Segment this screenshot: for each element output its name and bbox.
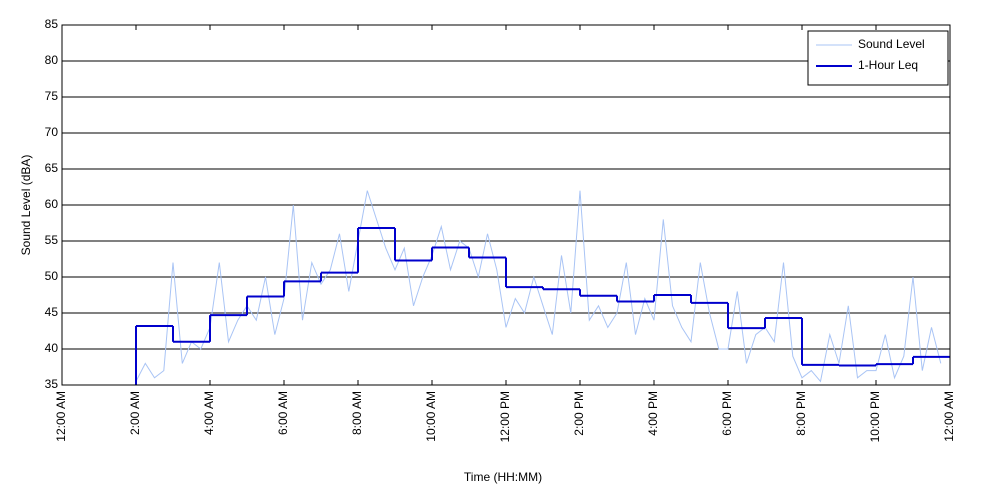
x-axis-label: Time (HH:MM) (464, 470, 542, 484)
y-tick-label: 85 (45, 17, 59, 31)
x-tick-label: 4:00 AM (202, 391, 216, 435)
x-tick-label: 4:00 PM (646, 391, 660, 436)
x-tick-label: 12:00 PM (498, 391, 512, 442)
y-axis-label: Sound Level (dBA) (19, 155, 33, 256)
legend-box (807, 30, 949, 86)
y-tick-label: 80 (45, 53, 59, 67)
y-tick-label: 70 (45, 125, 59, 139)
x-tick-label: 10:00 AM (424, 391, 438, 442)
x-tick-label: 6:00 PM (720, 391, 734, 436)
y-tick-label: 50 (45, 269, 59, 283)
sound-line (135, 190, 942, 383)
y-tick-label: 65 (45, 161, 59, 175)
y-tick-label: 55 (45, 233, 59, 247)
x-tick-label: 12:00 AM (54, 391, 68, 442)
y-tick-label: 40 (45, 341, 59, 355)
x-tick-label: 8:00 PM (794, 391, 808, 436)
x-tick-label: 6:00 AM (276, 391, 290, 435)
legend-label: Sound Level (858, 37, 925, 51)
legend-label: 1-Hour Leq (858, 58, 918, 72)
y-tick-label: 60 (45, 197, 59, 211)
x-tick-label: 12:00 AM (942, 391, 956, 442)
y-tick-label: 35 (45, 377, 59, 391)
x-tick-label: 2:00 PM (572, 391, 586, 436)
x-tick-label: 10:00 PM (868, 391, 882, 442)
plot-frame (61, 24, 951, 386)
y-tick-label: 45 (45, 305, 59, 319)
y-tick-label: 75 (45, 89, 59, 103)
x-tick-label: 8:00 AM (350, 391, 364, 435)
x-tick-label: 2:00 AM (128, 391, 142, 435)
